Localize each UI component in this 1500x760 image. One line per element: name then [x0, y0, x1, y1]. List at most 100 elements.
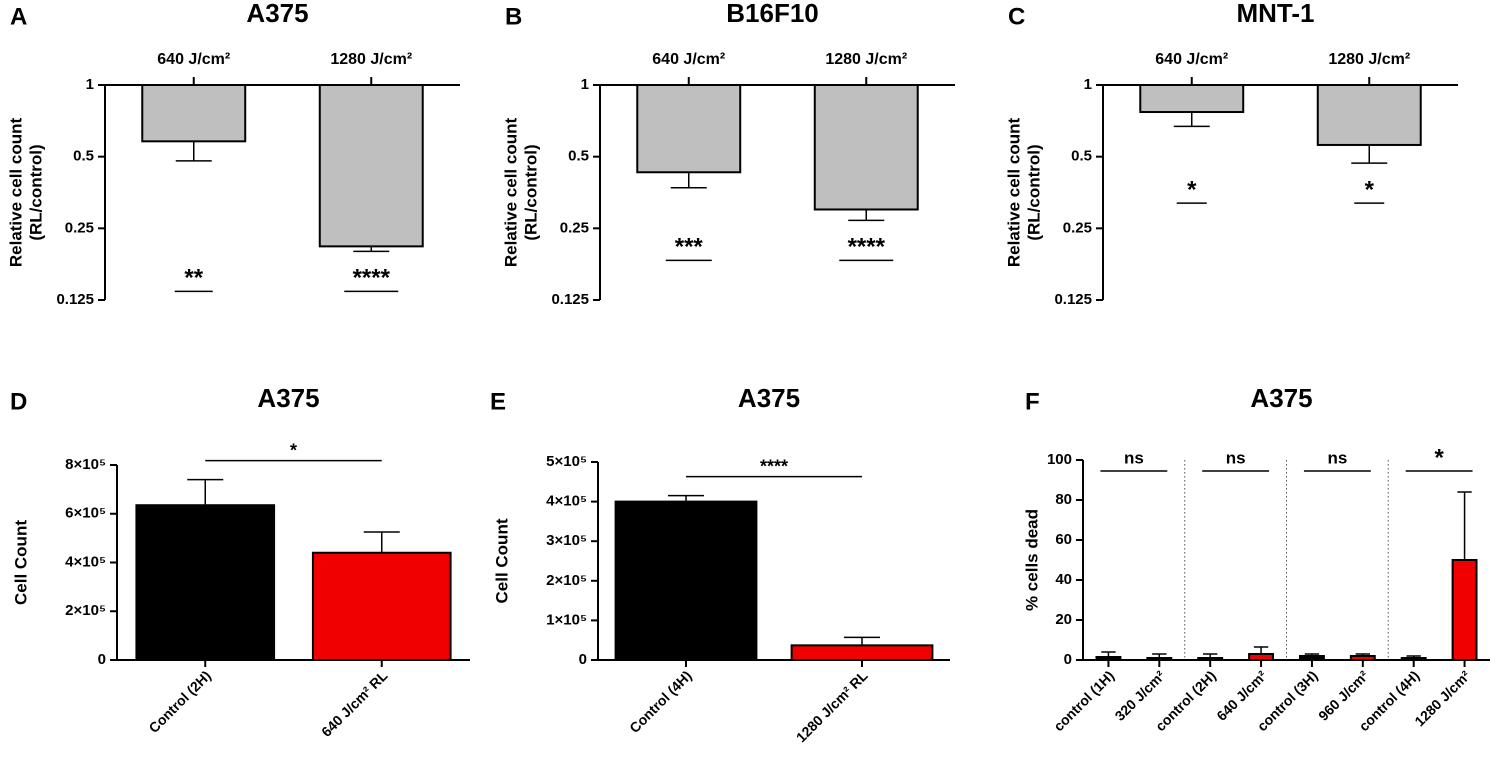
y-tick-label: 0.125 — [551, 291, 589, 308]
x-tick-label: 1280 J/cm² RL — [793, 667, 871, 745]
bar — [614, 500, 758, 661]
x-tick-label: 640 J/cm² — [1155, 51, 1228, 68]
bar — [636, 84, 742, 174]
y-tick-label: 100 — [1047, 451, 1072, 468]
bar — [1095, 656, 1122, 661]
x-tick-label: Control (2H) — [145, 667, 214, 736]
bar — [1400, 657, 1427, 661]
y-tick-label: 20 — [1055, 611, 1072, 628]
panel-letter: D — [10, 388, 27, 415]
significance: * — [1365, 176, 1375, 203]
y-tick-label: 1 — [86, 76, 94, 93]
y-tick-label: 2×10⁵ — [546, 572, 587, 589]
bar — [790, 644, 934, 662]
error-bar — [187, 478, 224, 506]
y-tick-label: 80 — [1055, 491, 1072, 508]
y-tick-label: 0 — [579, 651, 587, 668]
significance: **** — [353, 265, 391, 292]
y-tick-label: 0.5 — [73, 148, 94, 165]
x-tick-label: 640 J/cm² — [157, 51, 230, 68]
y-axis-label: Relative cell count — [6, 118, 25, 268]
y-tick-label: 0.125 — [56, 291, 94, 308]
y-axis-label: (RL/control) — [26, 144, 45, 240]
x-tick-label: 1280 J/cm² — [330, 51, 412, 68]
x-tick-label: 1280 J/cm² — [1411, 667, 1473, 729]
bar — [135, 504, 276, 661]
significance: ** — [184, 265, 203, 292]
y-tick-label: 0 — [1064, 651, 1072, 668]
error-bar — [844, 636, 880, 646]
y-tick-label: 0.125 — [1054, 291, 1092, 308]
significance: * — [1187, 176, 1197, 203]
x-tick-label: 640 J/cm² — [652, 51, 725, 68]
error-bar — [1457, 491, 1472, 560]
significance: **** — [760, 456, 788, 476]
y-axis-label: % cells dead — [1022, 509, 1041, 611]
bar — [1298, 655, 1325, 661]
bar — [1451, 559, 1478, 661]
significance: * — [290, 440, 297, 460]
bar — [141, 84, 247, 143]
significance: ns — [1124, 448, 1144, 467]
y-axis-label: Relative cell count — [501, 118, 520, 268]
panel-letter: B — [505, 3, 522, 30]
error-bar — [1351, 144, 1388, 164]
significance: ns — [1226, 448, 1246, 467]
bar — [311, 551, 452, 661]
y-tick-label: 1×10⁵ — [546, 611, 587, 628]
error-bar — [1253, 646, 1269, 654]
chart-title: A375 — [738, 383, 800, 413]
bar — [1197, 657, 1224, 661]
chart-title: A375 — [257, 383, 319, 413]
y-tick-label: 4×10⁵ — [65, 553, 106, 570]
y-tick-label: 3×10⁵ — [546, 532, 587, 549]
bar — [1248, 653, 1275, 661]
y-tick-label: 60 — [1055, 531, 1072, 548]
y-axis-label: Cell Count — [492, 518, 511, 603]
y-tick-label: 0 — [98, 651, 106, 668]
error-bar — [175, 141, 212, 162]
y-tick-label: 0.5 — [568, 148, 589, 165]
x-tick-label: 640 J/cm² RL — [318, 667, 391, 740]
y-tick-label: 0.25 — [560, 219, 589, 236]
y-tick-label: 6×10⁵ — [65, 505, 106, 522]
bar — [1139, 84, 1245, 114]
chart-title: B16F10 — [726, 0, 819, 28]
y-axis-label: (RL/control) — [521, 144, 540, 240]
error-bar — [1173, 112, 1210, 128]
bar — [1349, 655, 1376, 661]
y-tick-label: 0.25 — [1063, 219, 1092, 236]
significance: **** — [848, 234, 886, 261]
y-axis-label: (RL/control) — [1024, 144, 1043, 240]
significance: ns — [1327, 448, 1347, 467]
y-axis-label: Cell Count — [11, 520, 30, 605]
x-tick-label: control (1H) — [1050, 667, 1117, 734]
y-tick-label: 8×10⁵ — [65, 456, 106, 473]
significance: * — [1434, 444, 1444, 471]
bar — [318, 84, 424, 248]
bar — [813, 84, 919, 211]
y-tick-label: 1 — [1084, 76, 1092, 93]
panel-letter: C — [1008, 3, 1025, 30]
bar — [1316, 84, 1422, 146]
error-bar — [848, 209, 885, 222]
panel-letter: A — [10, 3, 27, 30]
bar — [1146, 657, 1173, 661]
panel-letter: F — [1025, 388, 1040, 415]
y-tick-label: 0.5 — [1071, 148, 1092, 165]
chart-title: MNT-1 — [1237, 0, 1315, 28]
y-tick-label: 0.25 — [65, 219, 94, 236]
x-tick-label: Control (4H) — [626, 667, 695, 736]
panel-letter: E — [490, 388, 506, 415]
chart-title: A375 — [246, 0, 308, 28]
y-tick-label: 5×10⁵ — [546, 453, 587, 470]
error-bar — [363, 531, 400, 553]
y-tick-label: 2×10⁵ — [65, 602, 106, 619]
y-axis-label: Relative cell count — [1004, 118, 1023, 268]
x-tick-label: 1280 J/cm² — [825, 51, 907, 68]
y-tick-label: 1 — [581, 76, 589, 93]
chart-title: A375 — [1250, 383, 1312, 413]
x-tick-label: 1280 J/cm² — [1328, 51, 1410, 68]
significance: *** — [675, 234, 704, 261]
